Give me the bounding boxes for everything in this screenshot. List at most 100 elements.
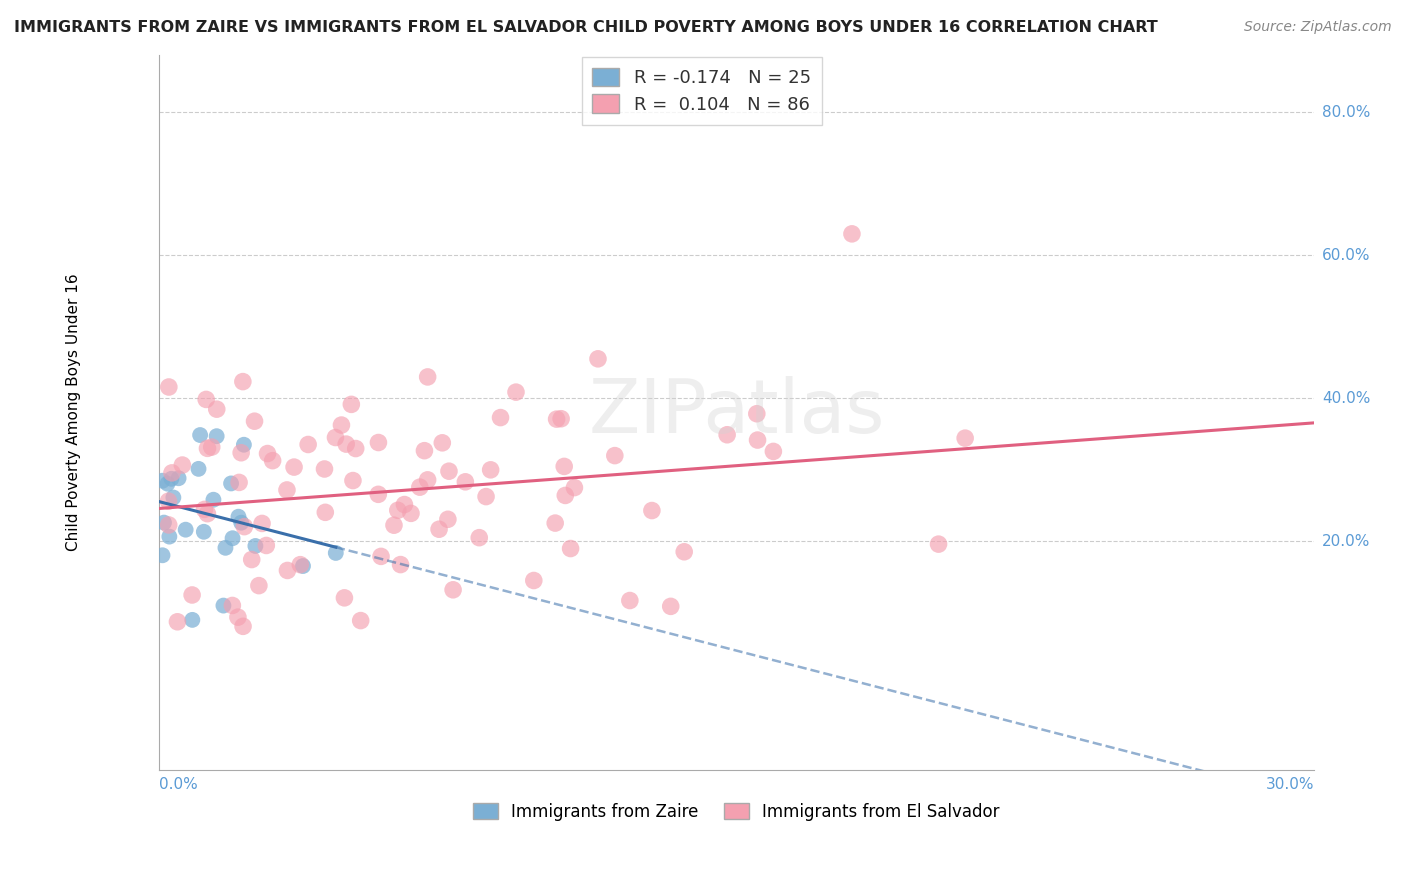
Text: Child Poverty Among Boys Under 16: Child Poverty Among Boys Under 16 [66, 274, 82, 551]
Point [221, 531, 243, 545]
Point [193, 502, 215, 516]
Point [387, 503, 409, 517]
Point [560, 541, 582, 556]
Point [344, 442, 367, 456]
Point [157, 517, 180, 532]
Point [205, 429, 228, 443]
Point [174, 523, 197, 537]
Point [157, 530, 180, 544]
Point [659, 599, 682, 614]
Legend: Immigrants from Zaire, Immigrants from El Salvador: Immigrants from Zaire, Immigrants from E… [468, 798, 1005, 826]
Point [367, 435, 389, 450]
Point [716, 427, 738, 442]
Point [550, 411, 572, 425]
Point [187, 462, 209, 476]
Point [762, 444, 785, 458]
Text: 20.0%: 20.0% [1322, 533, 1371, 549]
Point [335, 437, 357, 451]
Text: 60.0%: 60.0% [1322, 248, 1371, 263]
Point [325, 430, 347, 444]
Point [276, 564, 298, 578]
Point [221, 599, 243, 613]
Point [254, 539, 277, 553]
Point [619, 593, 641, 607]
Point [333, 591, 356, 605]
Point [205, 402, 228, 417]
Text: IMMIGRANTS FROM ZAIRE VS IMMIGRANTS FROM EL SALVADOR CHILD POVERTY AMONG BOYS UN: IMMIGRANTS FROM ZAIRE VS IMMIGRANTS FROM… [14, 20, 1157, 35]
Point [226, 610, 249, 624]
Point [342, 474, 364, 488]
Point [233, 519, 256, 533]
Point [291, 559, 314, 574]
Point [437, 512, 460, 526]
Point [475, 490, 498, 504]
Point [197, 507, 219, 521]
Point [231, 516, 253, 530]
Point [262, 453, 284, 467]
Point [157, 494, 180, 508]
Point [188, 428, 211, 442]
Text: ZIPatlas: ZIPatlas [588, 376, 884, 449]
Point [603, 449, 626, 463]
Point [641, 503, 664, 517]
Point [745, 407, 768, 421]
Point [554, 488, 576, 502]
Point [276, 483, 298, 497]
Point [586, 351, 609, 366]
Point [399, 507, 422, 521]
Point [325, 546, 347, 560]
Point [160, 472, 183, 486]
Point [197, 442, 219, 456]
Point [283, 460, 305, 475]
Point [427, 522, 450, 536]
Point [409, 480, 432, 494]
Point [247, 579, 270, 593]
Point [747, 433, 769, 447]
Point [219, 476, 242, 491]
Point [153, 516, 176, 530]
Point [394, 498, 416, 512]
Point [152, 549, 174, 563]
Text: Source: ZipAtlas.com: Source: ZipAtlas.com [1244, 20, 1392, 34]
Point [413, 443, 436, 458]
Point [212, 599, 235, 613]
Point [156, 476, 179, 491]
Point [314, 462, 336, 476]
Text: 30.0%: 30.0% [1265, 777, 1315, 792]
Point [330, 418, 353, 433]
Point [441, 582, 464, 597]
Point [172, 458, 194, 472]
Point [195, 392, 218, 407]
Point [240, 552, 263, 566]
Point [340, 397, 363, 411]
Point [214, 541, 236, 555]
Point [232, 619, 254, 633]
Point [553, 459, 575, 474]
Point [505, 385, 527, 400]
Point [416, 370, 439, 384]
Point [350, 614, 373, 628]
Text: 80.0%: 80.0% [1322, 105, 1371, 120]
Point [250, 516, 273, 531]
Point [243, 414, 266, 428]
Point [157, 380, 180, 394]
Point [160, 466, 183, 480]
Point [489, 410, 512, 425]
Point [523, 574, 546, 588]
Point [166, 615, 188, 629]
Point [167, 471, 190, 485]
Point [232, 438, 254, 452]
Point [841, 227, 863, 241]
Point [202, 492, 225, 507]
Point [193, 524, 215, 539]
Point [454, 475, 477, 489]
Point [370, 549, 392, 564]
Point [297, 437, 319, 451]
Point [228, 475, 250, 490]
Point [564, 481, 586, 495]
Point [479, 463, 502, 477]
Point [389, 558, 412, 572]
Point [162, 491, 184, 505]
Point [314, 505, 336, 519]
Point [468, 531, 491, 545]
